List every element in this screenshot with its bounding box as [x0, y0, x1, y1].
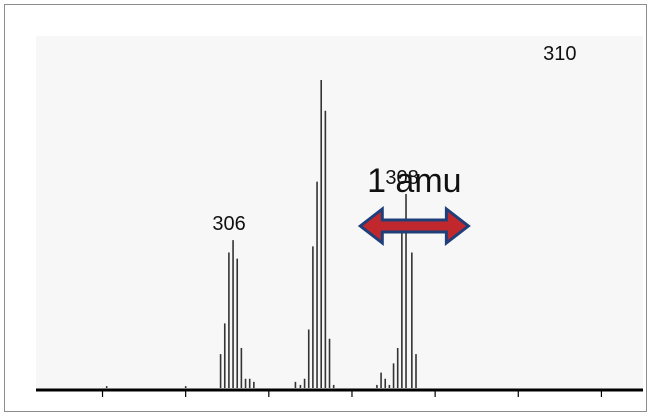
annotation-label: 1 amu	[367, 162, 462, 200]
peak-label: 306	[212, 213, 245, 235]
x-axis-ticks	[101, 391, 603, 397]
peak-labels: 306 308 310	[212, 43, 576, 235]
peak-label: 310	[543, 43, 576, 65]
one-amu-annotation: 1 amu	[357, 162, 471, 247]
plot-area	[36, 36, 643, 391]
double-arrow-icon	[357, 205, 471, 247]
peak-label: 308	[385, 167, 418, 189]
spectrum-bars	[105, 80, 417, 388]
